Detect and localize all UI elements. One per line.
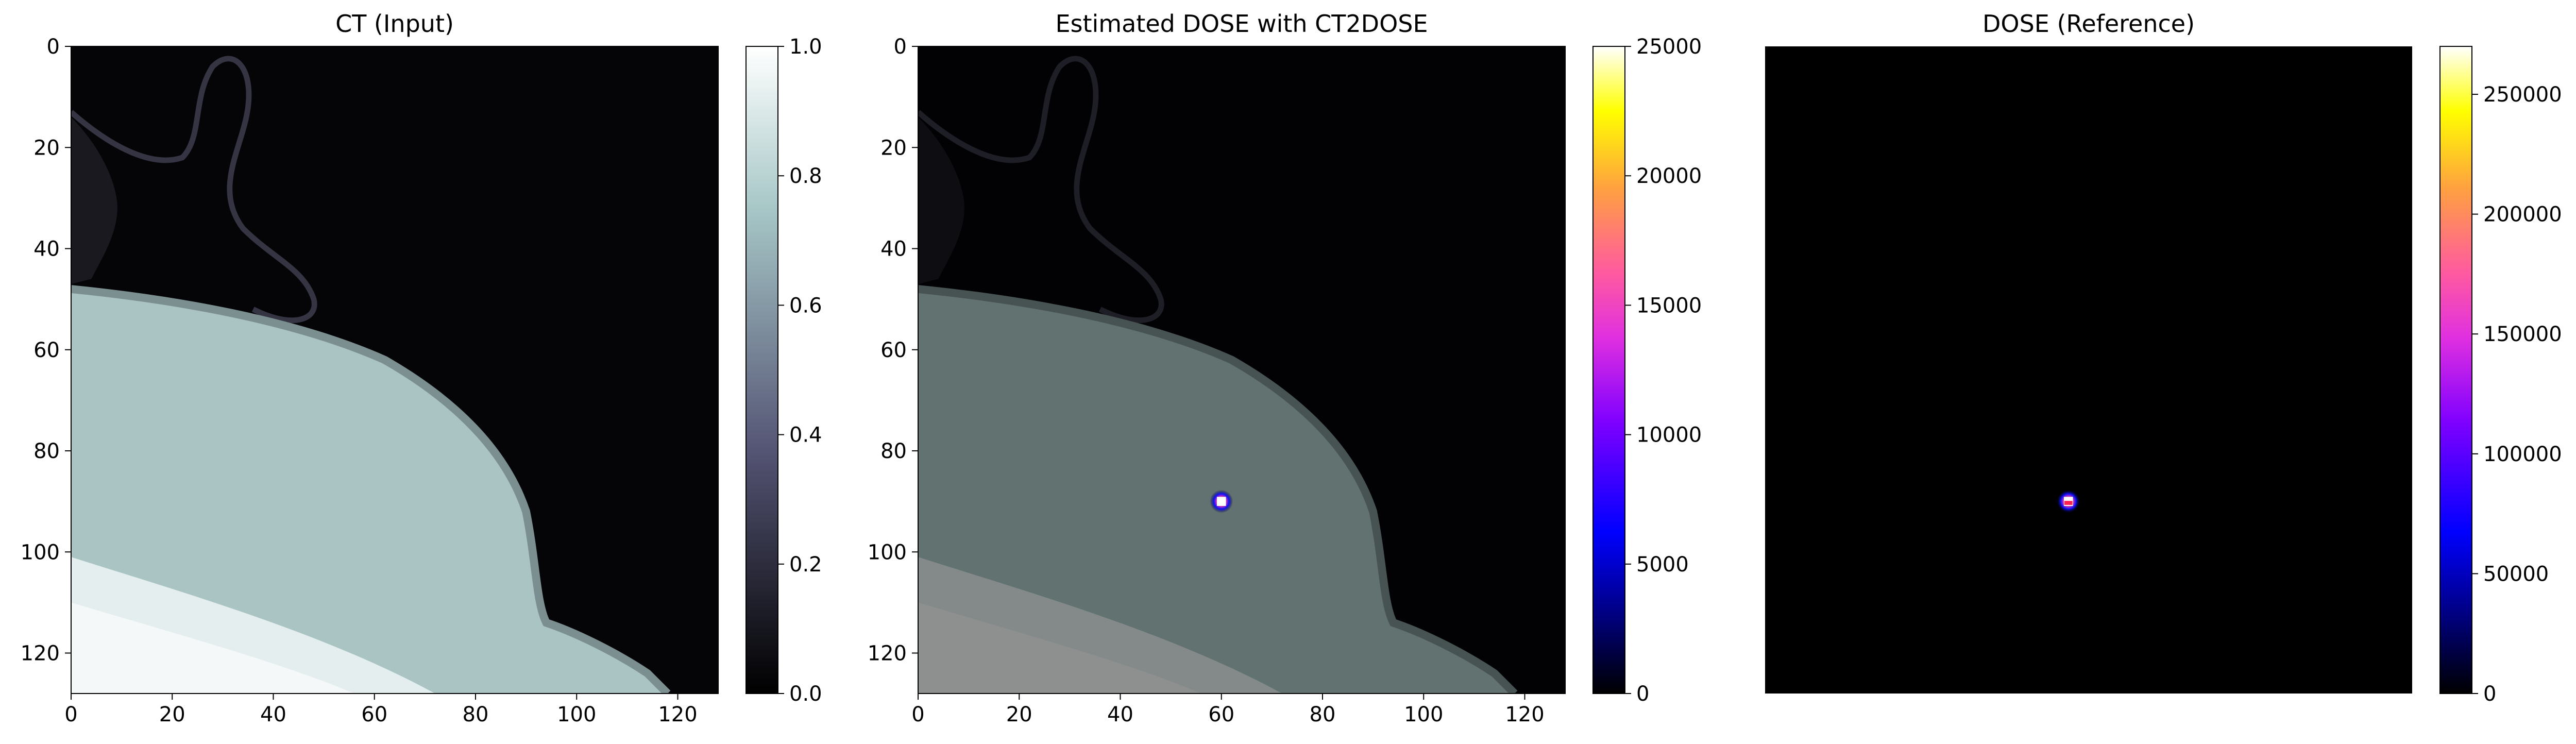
y-tick-label: 20	[33, 136, 60, 160]
colorbar-tick-label: 15000	[1636, 294, 1702, 317]
x-tick-label: 100	[557, 703, 596, 726]
plot-axes: 0 20 40 60 80 100 120 0 20 40 60 80 100 120	[868, 35, 1566, 726]
axes-frame	[71, 46, 719, 694]
y-tick-label: 0	[894, 35, 907, 59]
colorbar-tick-label: 0	[1636, 682, 1649, 706]
colorbar	[745, 46, 778, 694]
y-tick-label: 60	[880, 339, 907, 362]
panel-estimated-dose: Estimated DOSE with CT2DOSE 0 20 40 60 80 100…	[868, 10, 1702, 726]
x-tick-label: 60	[361, 703, 387, 726]
plot-axes: 0 20 40 60 80 100 120 0 20 40 60 80 100 120	[21, 35, 719, 726]
x-tick-label: 80	[1310, 703, 1336, 726]
dose-reference-image	[1765, 46, 2412, 694]
panel-dose-reference: DOSE (Reference) 0 50000 100000 150000 20000…	[1765, 10, 2562, 706]
colorbar-tick-label: 0	[2483, 682, 2496, 706]
colorbar-tick-label: 50000	[2483, 562, 2549, 586]
colorbar-ticks: 0 5000 10000 15000 20000 25000	[1625, 35, 1702, 706]
x-tick-label: 20	[1006, 703, 1032, 726]
y-tick-label: 40	[33, 238, 60, 261]
dose-overlay-image	[918, 46, 1565, 694]
colorbar	[2439, 46, 2472, 694]
colorbar-tick-label: 20000	[1636, 164, 1702, 188]
colorbar-tick-label: 10000	[1636, 424, 1702, 447]
y-tick-label: 0	[47, 35, 60, 59]
colorbar-ticks: 0.0 0.2 0.4 0.6 0.8 1.0	[778, 35, 822, 706]
chart-title: DOSE (Reference)	[1982, 10, 2195, 38]
colorbar-tick-label: 200000	[2483, 203, 2562, 227]
colorbar-ticks: 0 50000 100000 150000 200000 250000	[2472, 83, 2562, 706]
x-tick-label: 100	[1404, 703, 1443, 726]
ct-image	[71, 46, 718, 694]
colorbar-tick-label: 1.0	[789, 35, 822, 59]
y-tick-label: 60	[33, 339, 60, 362]
colorbar-tick-label: 250000	[2483, 83, 2562, 107]
colorbar-tick-label: 25000	[1636, 35, 1702, 59]
y-tick-label: 100	[21, 540, 60, 564]
y-tick-label: 120	[21, 642, 60, 666]
x-tick-label: 40	[260, 703, 286, 726]
x-tick-label: 120	[1505, 703, 1544, 726]
x-tick-label: 20	[159, 703, 185, 726]
colorbar-tick-label: 100000	[2483, 443, 2562, 466]
colorbar-tick-label: 0.8	[789, 164, 822, 188]
y-tick-label: 120	[868, 642, 907, 666]
chart-title: Estimated DOSE with CT2DOSE	[1055, 10, 1428, 38]
colorbar-tick-label: 0.2	[789, 553, 822, 577]
x-tick-label: 120	[658, 703, 697, 726]
x-tick-label: 0	[64, 703, 77, 726]
colorbar-tick-label: 5000	[1636, 553, 1689, 577]
colorbar-tick-label: 150000	[2483, 323, 2562, 346]
colorbar-tick-label: 0.0	[789, 682, 822, 706]
y-tick-label: 80	[33, 439, 60, 463]
axes-frame	[918, 46, 1566, 694]
panel-ct-input: CT (Input) 0 20 40 60 80 100 120 0 20 40 60 80 100 12…	[21, 10, 822, 726]
y-tick-label: 100	[868, 540, 907, 564]
x-tick-label: 40	[1107, 703, 1133, 726]
colorbar	[1592, 46, 1625, 694]
x-tick-label: 0	[911, 703, 924, 726]
x-tick-label: 80	[463, 703, 489, 726]
y-tick-label: 20	[880, 136, 907, 160]
colorbar-tick-label: 0.4	[789, 424, 822, 447]
y-tick-label: 40	[880, 238, 907, 261]
chart-title: CT (Input)	[335, 10, 454, 38]
dose-hotspot-mark	[2064, 501, 2073, 505]
x-tick-label: 60	[1208, 703, 1234, 726]
y-tick-label: 80	[880, 439, 907, 463]
dose-hotspot-core	[1216, 497, 1226, 506]
colorbar-tick-label: 0.6	[789, 294, 822, 317]
